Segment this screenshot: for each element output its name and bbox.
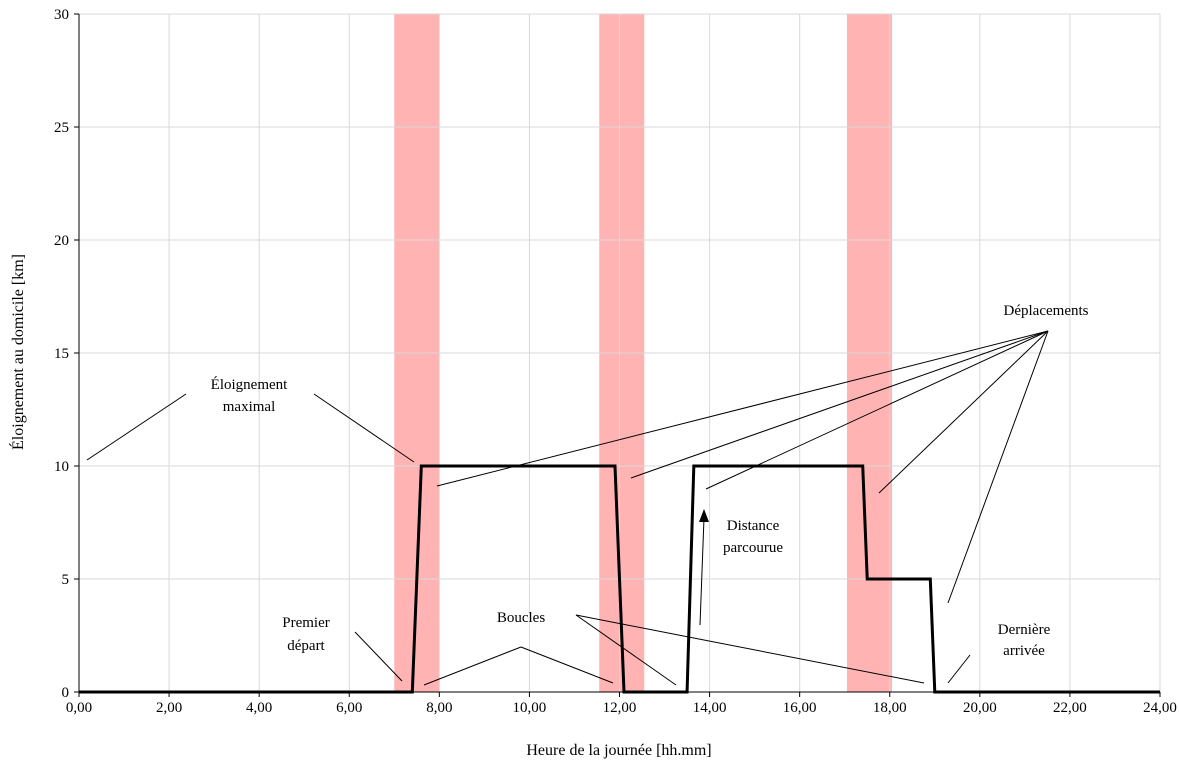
x-tick-label-10: 20,00	[963, 700, 997, 716]
series-line-0	[79, 464, 1160, 694]
y-axis-title: Éloignement au domicile [km]	[8, 254, 27, 450]
x-tick-label-11: 22,00	[1053, 700, 1087, 716]
x-tick-label-9: 18,00	[873, 700, 907, 716]
x-tick-label-4: 8,00	[426, 700, 452, 716]
annotation-premier-line2: départ	[287, 638, 325, 654]
x-tick-label-1: 2,00	[156, 700, 182, 716]
annotation-boucles: Boucles	[497, 610, 545, 626]
x-tick-label-0: 0,00	[66, 700, 92, 716]
x-tick-label-5: 10,00	[513, 700, 547, 716]
y-tick-label-5: 25	[54, 120, 69, 136]
annotation-eloignement-line1: Éloignement	[211, 376, 288, 393]
annotation-distance-line1: Distance	[727, 518, 780, 534]
annotation-derniere-line2: arrivée	[1003, 643, 1045, 659]
y-tick-label-1: 5	[62, 572, 70, 588]
annotation-deplacements: Déplacements	[1004, 303, 1089, 319]
annotation-leader-lines	[86, 330, 1049, 686]
x-tick-label-7: 14,00	[693, 700, 727, 716]
x-tick-label-3: 6,00	[336, 700, 362, 716]
x-tick-label-6: 12,00	[603, 700, 637, 716]
y-tick-label-0: 0	[62, 685, 70, 701]
distance-arrowhead	[699, 509, 709, 522]
y-tick-label-6: 30	[54, 7, 69, 23]
gridlines	[79, 13, 1161, 692]
annotation-premier-line1: Premier	[282, 615, 329, 631]
x-tick-label-12: 24,00	[1143, 700, 1177, 716]
x-axis-title: Heure de la journée [hh.mm]	[526, 742, 711, 759]
series	[79, 464, 1160, 694]
annotation-eloignement-line2: maximal	[223, 399, 276, 415]
annotation-distance-line2: parcourue	[723, 540, 783, 556]
y-tick-label-2: 10	[54, 459, 69, 475]
annotation-derniere-line1: Dernière	[998, 622, 1051, 638]
x-tick-label-8: 16,00	[783, 700, 817, 716]
y-tick-label-3: 15	[54, 346, 69, 362]
x-tick-label-2: 4,00	[246, 700, 272, 716]
tick-labels: 0,00 2,00 4,00 6,00 8,00 10,00 12,00 14,00 16,00…	[54, 7, 1177, 716]
y-tick-label-4: 20	[54, 233, 69, 249]
